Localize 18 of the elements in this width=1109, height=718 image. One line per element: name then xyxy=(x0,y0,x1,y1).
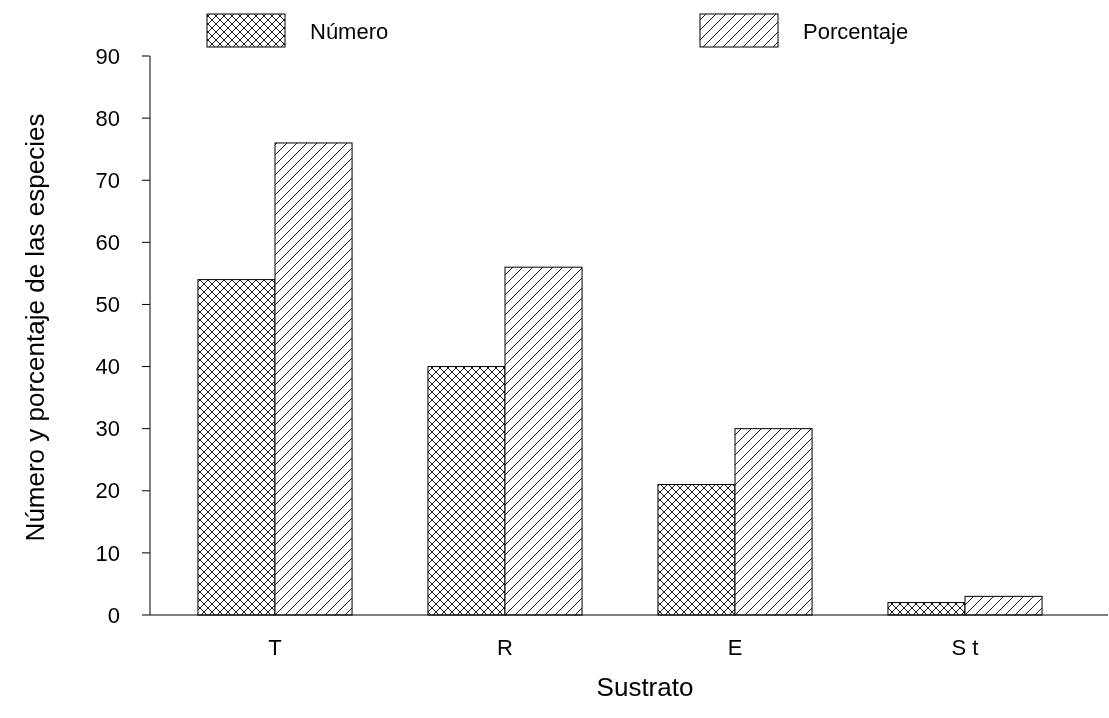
x-tick-label: E xyxy=(727,635,743,660)
y-tick-label: 10 xyxy=(95,540,120,566)
y-tick-label: 30 xyxy=(95,416,120,442)
legend-label: Número xyxy=(310,18,389,44)
y-tick-label: 70 xyxy=(95,167,120,193)
y-tick-label: 0 xyxy=(107,602,120,628)
x-tick-label: T xyxy=(268,635,282,660)
y-tick-label: 90 xyxy=(95,43,120,69)
x-tick-label: S t xyxy=(951,635,979,660)
y-tick-label: 80 xyxy=(95,105,120,131)
y-tick-label: 50 xyxy=(95,292,120,318)
y-axis-title: Número y porcentaje de las especies xyxy=(20,113,50,542)
x-axis-title: Sustrato xyxy=(596,672,694,702)
legend-label: Porcentaje xyxy=(803,18,909,44)
y-tick-label: 60 xyxy=(95,230,120,256)
y-tick-label: 20 xyxy=(95,478,120,504)
x-tick-label: R xyxy=(497,635,513,660)
y-tick-label: 40 xyxy=(95,354,120,380)
